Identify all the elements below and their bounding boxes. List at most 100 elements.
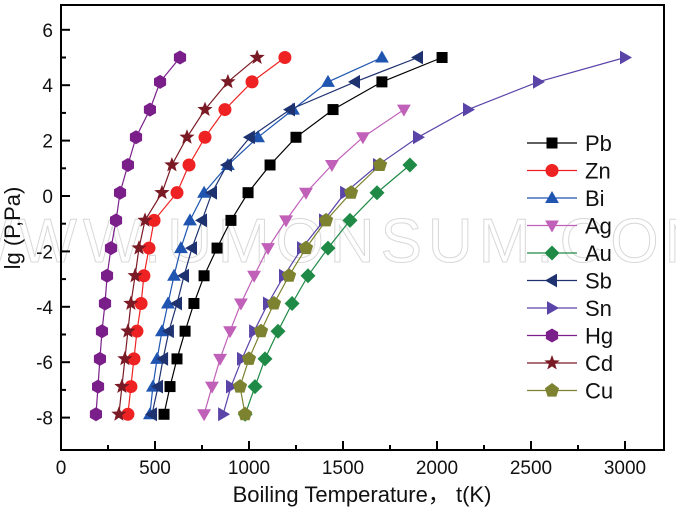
triangle-down-marker xyxy=(279,215,293,228)
y-tick-label: 0 xyxy=(42,187,53,208)
legend-label: Pb xyxy=(585,131,612,156)
star-marker xyxy=(114,378,130,393)
pentagon-marker xyxy=(266,296,282,310)
square-icon xyxy=(546,137,558,149)
square-marker xyxy=(225,214,237,226)
pentagon-marker xyxy=(318,212,334,227)
star-marker xyxy=(179,129,195,144)
triangle-down-marker xyxy=(356,132,370,145)
square-marker xyxy=(290,131,302,143)
triangle-down-marker xyxy=(223,326,237,339)
series-zn xyxy=(121,51,292,421)
legend-label: Cu xyxy=(585,379,613,404)
circle-marker xyxy=(218,103,232,117)
star-marker xyxy=(111,406,127,421)
square-marker xyxy=(158,408,170,420)
circle-marker xyxy=(198,130,212,144)
square-marker xyxy=(436,52,448,63)
star-marker xyxy=(137,212,153,227)
star-marker xyxy=(249,49,265,64)
hexagon-marker xyxy=(110,213,123,228)
triangle-left-marker xyxy=(283,102,295,117)
legend-item-zn: Zn xyxy=(527,159,611,184)
x-tick-label: 1000 xyxy=(228,458,270,479)
star-marker xyxy=(123,295,139,310)
plot-frame xyxy=(60,4,665,451)
square-marker xyxy=(198,270,210,282)
diamond-marker xyxy=(257,351,273,367)
pentagon-marker xyxy=(372,157,388,171)
square-marker xyxy=(376,76,388,88)
pentagon-icon xyxy=(544,383,560,397)
y-tick-label: -8 xyxy=(36,409,53,430)
x-tick-label: 0 xyxy=(56,458,67,479)
legend-item-bi: Bi xyxy=(527,186,605,211)
pentagon-marker xyxy=(344,185,359,199)
circle-marker xyxy=(182,158,196,172)
legend-label: Sn xyxy=(585,296,612,321)
star-marker xyxy=(117,350,133,366)
circle-marker xyxy=(127,352,141,366)
hexagon-icon xyxy=(545,328,559,343)
series-ag xyxy=(197,104,411,422)
diamond-marker xyxy=(320,240,336,256)
legend-label: Ag xyxy=(585,214,612,239)
legend-item-cu: Cu xyxy=(527,379,613,404)
hexagon-marker xyxy=(173,50,187,65)
pentagon-marker xyxy=(232,379,248,393)
series-au xyxy=(237,157,418,422)
legend-label: Zn xyxy=(585,159,611,184)
diamond-marker xyxy=(369,185,385,201)
triangle-left-marker xyxy=(170,296,182,311)
diamond-marker xyxy=(300,268,316,284)
triangle-left-marker xyxy=(151,379,163,394)
circle-marker xyxy=(278,51,292,64)
triangle-down-marker xyxy=(234,298,248,311)
legend-label: Hg xyxy=(585,324,613,349)
circle-marker xyxy=(124,380,138,394)
y-tick-label: 2 xyxy=(42,132,53,153)
square-marker xyxy=(264,159,276,171)
legend-item-ag: Ag xyxy=(527,214,612,239)
hexagon-marker xyxy=(92,379,105,394)
hexagon-marker xyxy=(129,130,143,145)
watermark: WWW.UMONSUM.COM xyxy=(0,207,676,277)
series-cd xyxy=(111,49,265,421)
legend-label: Au xyxy=(585,241,612,266)
square-marker xyxy=(188,297,200,309)
star-marker xyxy=(220,73,236,89)
hexagon-marker xyxy=(93,351,106,366)
triangle-down-marker xyxy=(261,243,275,256)
circle-marker xyxy=(134,296,148,310)
pentagon-marker xyxy=(298,240,314,255)
circle-marker xyxy=(130,324,144,338)
square-marker xyxy=(164,381,176,393)
x-tick-label: 500 xyxy=(139,458,171,479)
series-sb xyxy=(145,50,423,422)
hexagon-marker xyxy=(143,102,156,117)
y-tick-label: -2 xyxy=(36,242,53,263)
hexagon-marker xyxy=(98,296,112,311)
triangle-left-icon xyxy=(545,273,557,288)
diamond-marker xyxy=(342,212,358,228)
triangle-right-marker xyxy=(226,379,238,394)
triangle-left-marker xyxy=(348,74,360,89)
triangle-left-marker xyxy=(411,50,423,65)
triangle-down-marker xyxy=(213,353,227,366)
triangle-left-marker xyxy=(185,241,197,255)
y-tick-label: 4 xyxy=(42,76,53,97)
x-tick-label: 3000 xyxy=(604,458,646,479)
triangle-right-marker xyxy=(218,407,231,422)
square-marker xyxy=(242,187,254,199)
square-marker xyxy=(211,242,223,254)
diamond-marker xyxy=(247,379,263,395)
axis-ticks: 0 500 1000 1500 2000 2500 3000 -8 -6 -4 -2 0 2 4 6 xyxy=(36,21,646,479)
series-cu xyxy=(232,157,388,421)
x-tick-label: 2500 xyxy=(510,458,552,479)
hexagon-marker xyxy=(101,268,114,283)
star-marker xyxy=(197,101,213,116)
legend-label: Bi xyxy=(585,186,605,211)
triangle-up-marker xyxy=(183,213,197,226)
pentagon-marker xyxy=(253,323,269,338)
legend-item-sn: Sn xyxy=(527,296,612,321)
